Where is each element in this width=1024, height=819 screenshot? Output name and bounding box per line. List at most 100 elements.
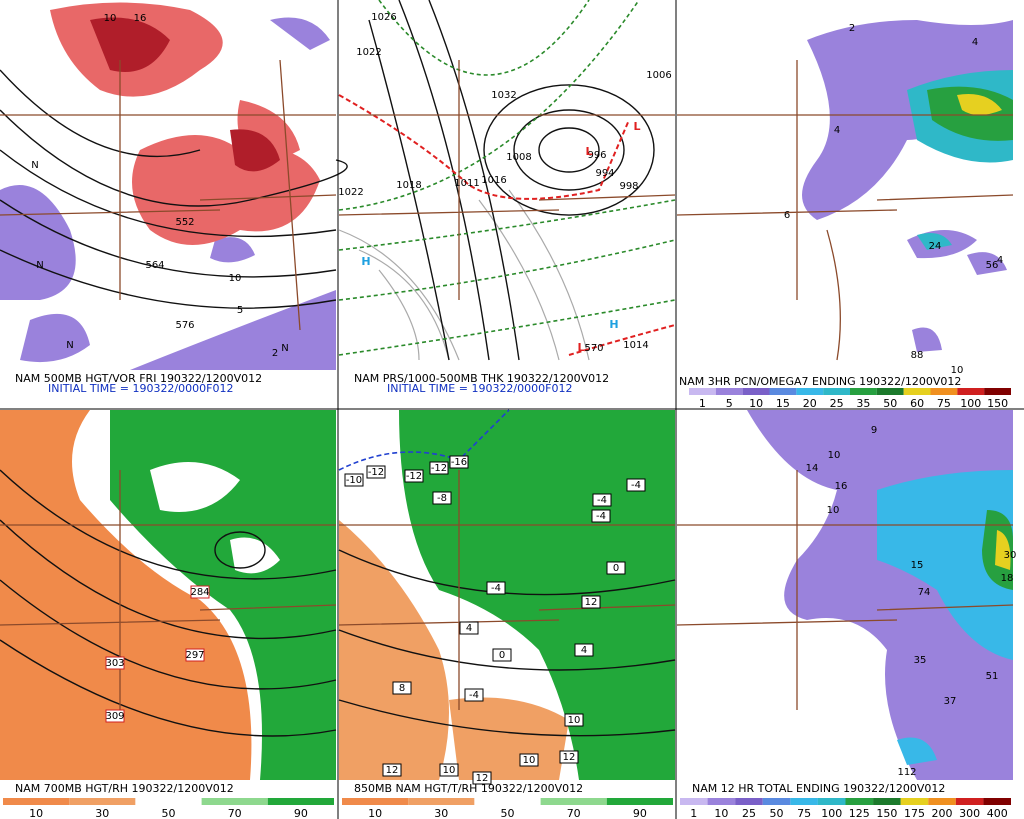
colorbar-swatch <box>735 798 763 805</box>
colorbar-swatch <box>845 798 874 805</box>
colorbar-label: 50 <box>770 807 784 819</box>
colorbar-swatch <box>201 798 268 805</box>
contour-label: 998 <box>619 181 638 192</box>
contour-label: 10 <box>104 13 117 24</box>
caption: NAM PRS/1000-500MB THK 190322/1200V012 <box>354 372 609 385</box>
contour-label: -10 <box>346 475 362 486</box>
panel: NAM 500MB HGT/VOR FRI 190322/1200V012INI… <box>0 2 348 395</box>
colorbar-swatch <box>267 798 334 805</box>
label-box <box>439 763 459 777</box>
colorbar-swatch <box>928 798 956 805</box>
label-box <box>432 491 452 505</box>
colorbar-swatch <box>769 388 797 395</box>
contour-label: 2 <box>849 23 855 34</box>
pressure-center: H <box>609 318 618 331</box>
label-box <box>459 621 479 635</box>
label-box <box>626 478 646 492</box>
label-box <box>392 681 412 695</box>
colorbar-swatch <box>680 798 708 805</box>
colorbar-swatch <box>955 798 984 805</box>
panel: NAM PRS/1000-500MB THK 190322/1200V012IN… <box>338 0 676 395</box>
contour-label: 1011 <box>454 178 479 189</box>
caption: NAM 500MB HGT/VOR FRI 190322/1200V012 <box>15 372 262 385</box>
contour-label: 24 <box>929 241 942 252</box>
contour-label: 112 <box>897 767 916 778</box>
colorbar-swatch <box>606 798 673 805</box>
colorbar-label: 200 <box>932 807 953 819</box>
contour-label: N <box>66 340 73 351</box>
colorbar-swatch <box>689 388 716 395</box>
label-box <box>591 509 611 523</box>
label-box <box>519 753 539 767</box>
colorbar-swatch <box>742 388 770 395</box>
contour-label: 6 <box>784 210 790 221</box>
contour-label: -12 <box>368 467 384 478</box>
contour-label: 10 <box>827 505 840 516</box>
colorbar-swatch <box>823 388 850 395</box>
colorbar-label: 10 <box>714 807 728 819</box>
contour-label: N <box>281 343 288 354</box>
contour-label: -8 <box>437 493 447 504</box>
contour-label: 576 <box>175 320 194 331</box>
colorbar-label: 175 <box>904 807 925 819</box>
colorbar-swatch <box>876 388 904 395</box>
contour-label: 284 <box>190 587 209 598</box>
contour-label: 30 <box>1004 550 1017 561</box>
contour-label: 18 <box>1001 573 1014 584</box>
contour-label: 5 <box>237 305 243 316</box>
label-box <box>105 709 125 723</box>
contour-label: 994 <box>595 168 614 179</box>
colorbar-swatch <box>408 798 475 805</box>
colorbar-label: 30 <box>95 807 109 819</box>
contour-label: 12 <box>563 752 576 763</box>
pressure-center: H <box>361 255 370 268</box>
contour-label: 51 <box>986 671 999 682</box>
label-box <box>581 595 601 609</box>
caption: 850MB NAM HGT/T/RH 190322/1200V012 <box>354 782 583 795</box>
contour-label: N <box>31 160 38 171</box>
initial-time: INITIAL TIME = 190322/0000F012 <box>387 382 572 395</box>
colorbar-label: 400 <box>987 807 1008 819</box>
label-box <box>344 473 364 487</box>
colorbar-label: 150 <box>987 397 1008 410</box>
colorbar-swatch <box>790 798 818 805</box>
colorbar-swatch <box>69 798 136 805</box>
contour-label: N <box>36 260 43 271</box>
label-box <box>449 455 469 469</box>
label-box <box>464 688 484 702</box>
colorbar-label: 10 <box>749 397 763 410</box>
label-box <box>190 585 210 599</box>
contour-label: 12 <box>386 765 399 776</box>
contour-label: 4 <box>581 645 587 656</box>
contour-label: 1008 <box>506 152 531 163</box>
contour-label: 9 <box>871 425 877 436</box>
pressure-center: L <box>633 120 640 133</box>
contour-label: 1032 <box>491 90 516 101</box>
contour-label: 996 <box>587 150 606 161</box>
colorbar-label: 70 <box>567 807 581 819</box>
colorbar-swatch <box>762 798 791 805</box>
colorbar-swatch <box>984 388 1011 395</box>
panel: NAM 12 HR TOTAL ENDING 190322/1200V012 9 1… <box>676 410 1017 819</box>
caption: NAM 12 HR TOTAL ENDING 190322/1200V012 <box>692 782 945 795</box>
panel: 850MB NAM HGT/T/RH 190322/1200V012 -10 -12… <box>338 409 676 819</box>
colorbar-label: 300 <box>959 807 980 819</box>
colorbar-swatch <box>903 388 931 395</box>
colorbar-label: 50 <box>162 807 176 819</box>
colorbar-swatch <box>930 388 958 395</box>
contour-label: 1014 <box>623 340 648 351</box>
label-box <box>429 461 449 475</box>
contour-label: 12 <box>585 597 598 608</box>
colorbar-swatch <box>715 388 743 395</box>
contour-label: 4 <box>972 37 978 48</box>
colorbar-label: 90 <box>633 807 647 819</box>
colorbar-label: 1 <box>699 397 706 410</box>
contour-label: 8 <box>399 683 405 694</box>
colorbar-label: 125 <box>849 807 870 819</box>
contour-label: -4 <box>597 495 607 506</box>
label-box <box>185 648 205 662</box>
colorbar-label: 35 <box>856 397 870 410</box>
contour-label: 1022 <box>356 47 381 58</box>
label-box <box>472 771 492 785</box>
colorbar-swatch <box>983 798 1011 805</box>
